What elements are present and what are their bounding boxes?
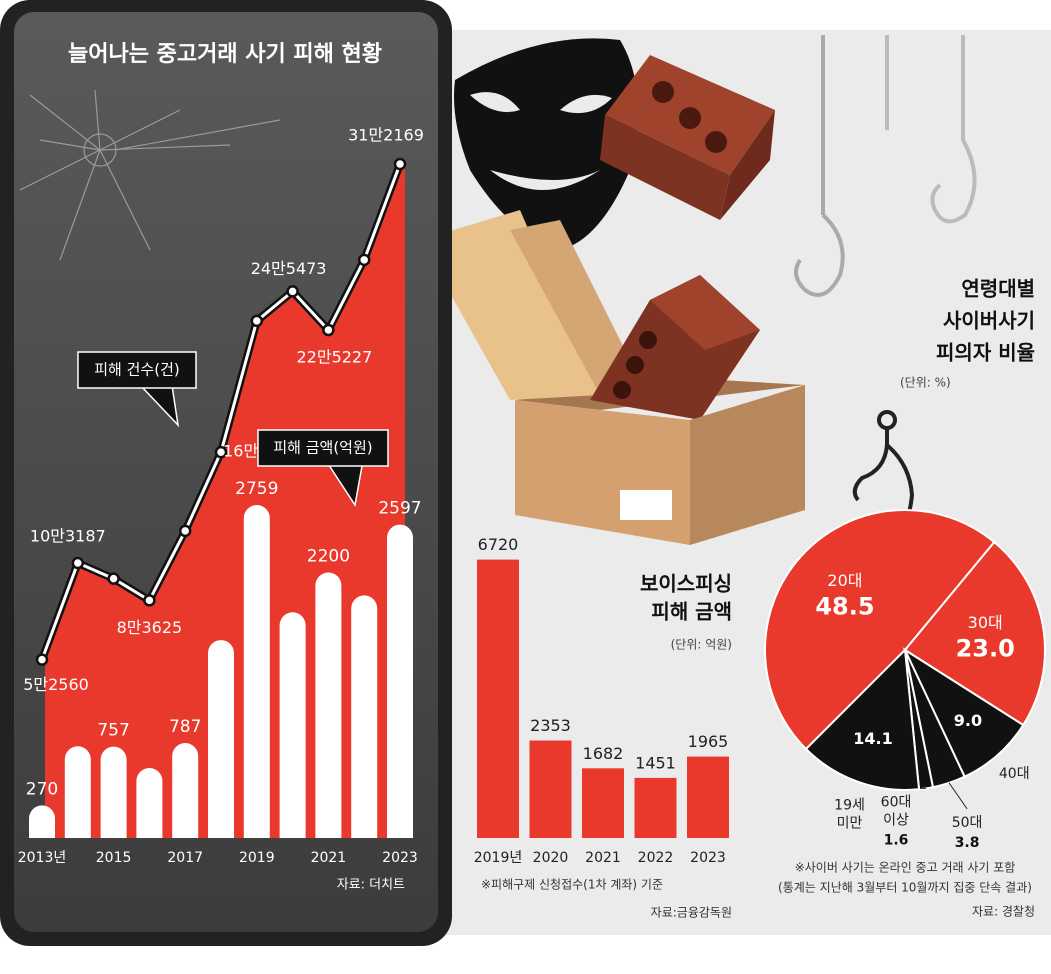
x-tick-label: 2023: [382, 850, 418, 866]
line-point: [322, 323, 335, 337]
line-point: [71, 556, 85, 570]
illustration: [420, 35, 977, 545]
slice-label: 50대: [952, 815, 983, 831]
source: 자료:금융감독원: [651, 906, 732, 920]
slice-label: 19세 미만: [834, 798, 865, 832]
bar-value-label: 787: [169, 717, 201, 737]
unit-label: (단위: %): [900, 376, 951, 390]
x-tick-label: 2020: [533, 850, 569, 866]
line-value-label: 8만3625: [117, 618, 183, 637]
bar: [64, 746, 91, 838]
line-point: [178, 524, 192, 538]
leader-line: [948, 782, 968, 810]
pie-slice: [804, 647, 921, 791]
slice-value: 48.5: [815, 592, 874, 620]
slice-value: 1.6: [884, 832, 909, 848]
legend-pointer: [328, 465, 363, 507]
line-point: [393, 157, 407, 171]
bar: [687, 756, 729, 838]
note: ※사이버 사기는 온라인 중고 거래 사기 포함: [795, 861, 1016, 875]
bar: [387, 524, 413, 838]
line-value-label: 24만5473: [251, 259, 327, 278]
bar: [208, 640, 234, 838]
x-tick-label: 2019년: [474, 850, 523, 866]
bar: [100, 746, 127, 838]
slice-value: 9.0: [954, 711, 982, 730]
bar-value-label: 2759: [235, 479, 278, 499]
line-point: [250, 314, 264, 328]
bar-value-label: 2200: [307, 546, 350, 566]
chart-title: 보이스피싱: [640, 572, 732, 596]
line-value-label: 10만3187: [30, 527, 106, 546]
chart-title: 피의자 비율: [936, 341, 1035, 365]
x-tick-label: 2021: [585, 850, 621, 866]
x-tick-label: 2019: [239, 850, 275, 866]
bar: [351, 595, 378, 838]
x-tick-label: 2023: [690, 850, 726, 866]
bar-value-label: 2353: [530, 716, 571, 735]
chart-title: 사이버사기: [943, 309, 1035, 333]
slice-value: 23.0: [956, 634, 1015, 662]
unit-label: (단위: 억원): [671, 638, 732, 652]
line-point: [214, 445, 228, 459]
line-point: [35, 653, 49, 666]
bar: [136, 768, 163, 838]
line-point: [286, 285, 299, 298]
slice-label: 60대 이상: [881, 794, 912, 828]
area: [42, 164, 405, 838]
slice-value: 14.1: [853, 729, 892, 748]
bar: [172, 743, 199, 838]
bar-value-label: 1682: [583, 744, 624, 763]
x-tick-label: 2021: [311, 850, 347, 866]
bar-value-label: 270: [26, 779, 58, 799]
line-value-label: 31만2169: [348, 126, 424, 145]
source: 자료: 더치트: [337, 878, 405, 893]
legend-label: 피해 건수(건): [94, 361, 179, 379]
legend-box: [257, 429, 389, 467]
chart-title: 늘어나는 중고거래 사기 피해 현황: [68, 42, 382, 67]
legend-box: [77, 351, 197, 389]
line-value-label: 22만5227: [296, 348, 372, 367]
bar: [634, 777, 677, 838]
x-tick-label: 2022: [638, 850, 674, 866]
slice-label: 30대: [968, 613, 1003, 632]
bar: [243, 505, 270, 838]
legend-label: 피해 금액(억원): [273, 439, 372, 457]
line-value-label: 5만2560: [23, 675, 89, 694]
x-tick-label: 2015: [96, 850, 132, 866]
bar: [529, 740, 572, 838]
pie-slice: [902, 647, 1025, 779]
x-tick-label: 2013년: [18, 850, 67, 866]
chart-title: 연령대별: [961, 277, 1035, 301]
note: (통계는 지난해 3월부터 10월까지 집중 단속 결과): [778, 881, 1032, 895]
slice-label: 20대: [827, 571, 862, 590]
bar: [582, 768, 624, 838]
line-point: [143, 594, 156, 607]
bar-value-label: 1965: [688, 732, 729, 751]
slice-value: 3.8: [955, 835, 980, 851]
chart-title: 피해 금액: [651, 600, 732, 624]
bar: [29, 805, 55, 838]
bar-value-label: 6720: [478, 535, 519, 554]
bar: [279, 612, 306, 838]
line-point: [107, 572, 120, 585]
bar-value-label: 1451: [635, 753, 676, 772]
pie-slice: [764, 509, 996, 751]
bar: [477, 559, 519, 838]
line-point: [357, 253, 371, 267]
source: 자료: 경찰청: [972, 905, 1035, 919]
screen-crack: [19, 89, 281, 261]
bar: [315, 572, 342, 838]
pie-slice: [903, 540, 1046, 727]
bar-value-label: 2597: [378, 499, 421, 519]
slice-label: 40대: [999, 766, 1030, 782]
legend-pointer: [142, 387, 180, 428]
x-tick-label: 2017: [167, 850, 203, 866]
note: ※피해구제 신청접수(1차 계좌) 기준: [481, 878, 663, 892]
bar-value-label: 757: [97, 721, 129, 741]
